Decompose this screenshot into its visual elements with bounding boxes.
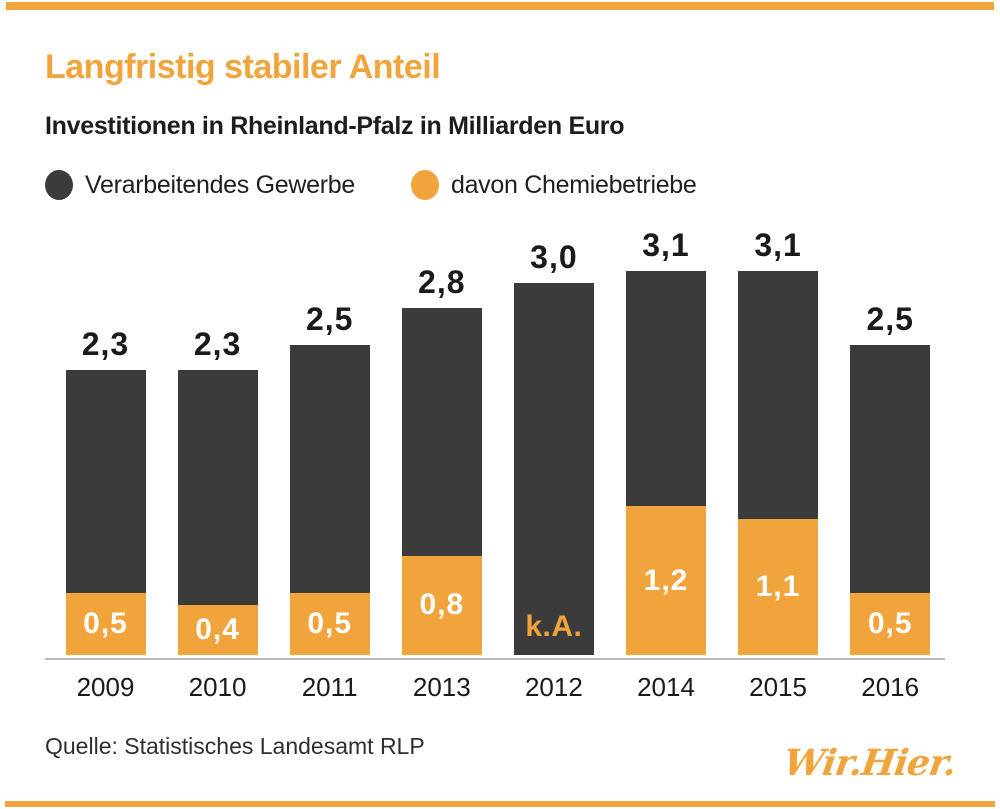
year-label: 2011 — [301, 672, 358, 702]
year-label: 2014 — [637, 672, 695, 702]
bar-total-label: 2,3 — [81, 325, 130, 362]
bar-total-label: 2,5 — [866, 301, 914, 337]
bar-total-label: 2,8 — [418, 263, 466, 300]
bar-sub-segment: 1,1 — [738, 518, 819, 655]
page-title: Langfristig stabiler Anteil — [45, 48, 441, 86]
bar-sub-segment: 1,2 — [626, 506, 706, 655]
legend-swatch-orange-icon — [410, 170, 439, 200]
bar-sub-label: 0,5 — [83, 607, 128, 640]
year-label: 2015 — [749, 672, 808, 702]
legend-item-verarbeitendes-gewerbe: Verarbeitendes Gewerbe — [45, 170, 355, 200]
bar-sub-segment: 0,8 — [401, 555, 482, 655]
bar-sub-label: 1,2 — [643, 563, 689, 597]
bar-total-label: 3,1 — [754, 226, 802, 263]
source-note: Quelle: Statistisches Landesamt RLP — [45, 733, 425, 759]
legend-swatch-dark-icon — [45, 170, 73, 200]
bar-sub-label: 0,5 — [867, 607, 913, 640]
legend-label: davon Chemiebetriebe — [450, 170, 697, 199]
bar-total-label: 3,1 — [642, 226, 690, 263]
bar-sub-label: 0,5 — [307, 607, 353, 640]
top-accent-rule — [6, 2, 994, 10]
legend-label: Verarbeitendes Gewerbe — [85, 170, 355, 199]
year-label: 2013 — [412, 672, 471, 702]
bar-total-label: 2,5 — [305, 301, 354, 337]
bar-na-label: k.A. — [525, 610, 583, 643]
bar-sub-label: 0,8 — [419, 588, 465, 622]
year-label: 2010 — [188, 672, 247, 702]
bar-sub-segment: 0,5 — [289, 593, 370, 655]
bar-total-label: 3,0 — [530, 239, 578, 275]
legend: Verarbeitendes Gewerbe davon Chemiebetri… — [45, 170, 697, 200]
year-label: 2016 — [861, 672, 920, 702]
chart-subtitle: Investitionen in Rheinland-Pfalz in Mill… — [45, 112, 625, 140]
brand-logo: Wir.Hier. — [780, 742, 958, 784]
bar-total — [513, 283, 594, 655]
bottom-accent-rule — [5, 801, 995, 807]
bar-sub-segment: 0,5 — [850, 593, 931, 655]
bar-sub-label: 1,1 — [755, 569, 801, 603]
bar-sub-segment: 0,4 — [177, 605, 258, 655]
year-label: 2009 — [76, 672, 135, 702]
year-label: 2012 — [524, 672, 583, 702]
bar-sub-label: 0,4 — [195, 613, 240, 647]
bar-sub-segment: 0,5 — [65, 593, 146, 655]
legend-item-chemiebetriebe: davon Chemiebetriebe — [410, 170, 697, 200]
bar-total-label: 2,3 — [193, 325, 242, 362]
x-axis-line — [45, 658, 945, 660]
